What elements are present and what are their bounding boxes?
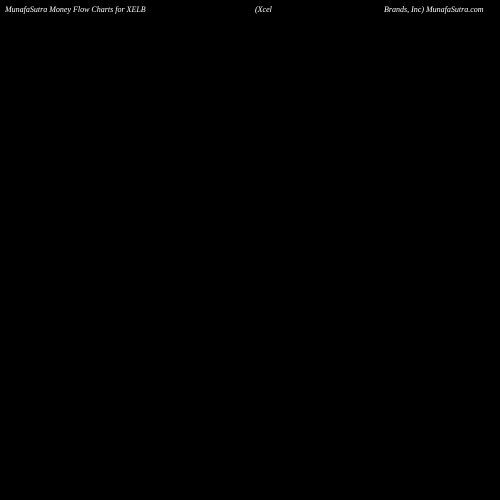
chart-subtitle: (Xcel: [255, 5, 273, 14]
chart-subtitle: Brands, Inc) MunafaSutra.com: [384, 5, 484, 14]
chart-title: MunafaSutra Money Flow Charts for XELB: [4, 5, 146, 14]
